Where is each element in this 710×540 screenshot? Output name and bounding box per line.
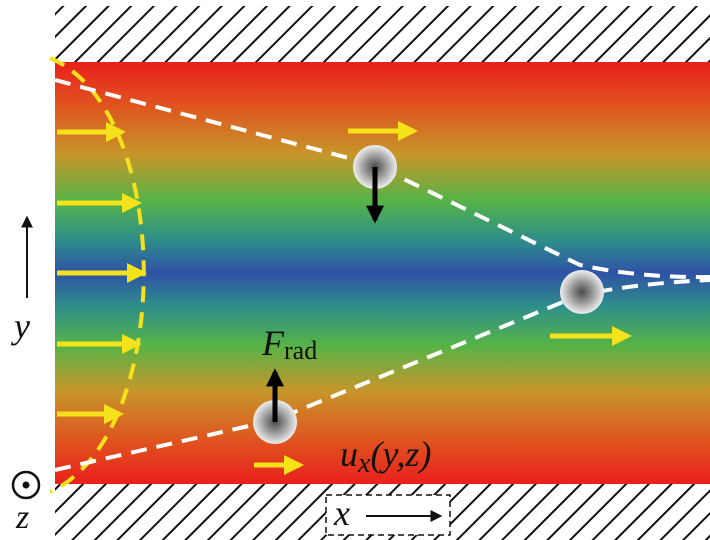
x-axis-label: x xyxy=(333,493,350,533)
top-wall xyxy=(55,6,710,62)
z-axis-label: z xyxy=(15,499,29,536)
trajectory-upper xyxy=(54,78,710,280)
z-axis-icon xyxy=(11,470,41,500)
particle-right xyxy=(560,270,604,314)
inlet-flow-arrows xyxy=(57,122,147,424)
velocity-field-label: ux(y,z) xyxy=(340,434,431,479)
channel-velocity-field xyxy=(55,62,710,484)
force-label: Frad xyxy=(261,323,317,365)
particle-flow-arrows xyxy=(254,121,632,475)
y-axis-label: y xyxy=(11,306,30,346)
